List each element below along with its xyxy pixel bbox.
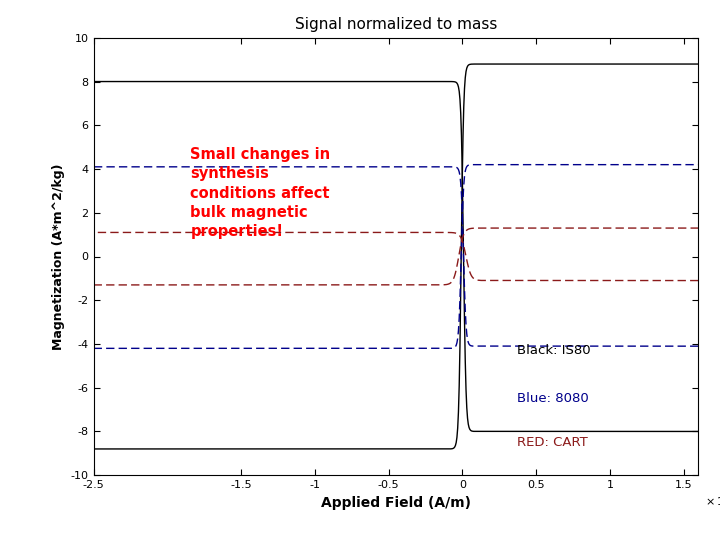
Y-axis label: Magnetization (A*m^2/kg): Magnetization (A*m^2/kg) <box>52 163 66 350</box>
X-axis label: Applied Field (A/m): Applied Field (A/m) <box>321 496 471 510</box>
Title: Signal normalized to mass: Signal normalized to mass <box>294 17 498 32</box>
Text: Black: IS80: Black: IS80 <box>517 344 590 357</box>
Text: Blue: 8080: Blue: 8080 <box>517 392 589 405</box>
Text: $\times\,10^6$: $\times\,10^6$ <box>706 492 720 509</box>
Text: RED: CART: RED: CART <box>517 436 588 449</box>
Text: Small changes in
synthesis
conditions affect
bulk magnetic
properties!: Small changes in synthesis conditions af… <box>190 147 330 239</box>
